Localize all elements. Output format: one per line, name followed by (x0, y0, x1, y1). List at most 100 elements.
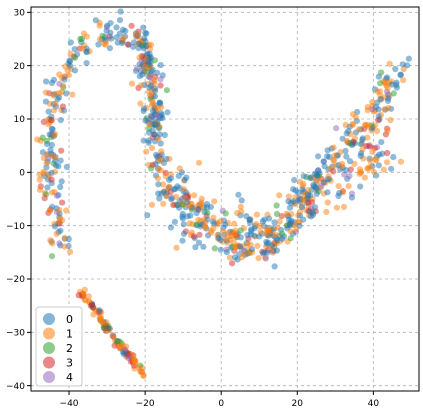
x-tick-label: 40 (368, 399, 380, 409)
data-point-class-1 (330, 157, 337, 164)
data-point-class-2 (114, 338, 121, 345)
data-point-class-0 (315, 153, 322, 160)
data-point-class-0 (83, 60, 90, 67)
data-point-class-1 (195, 216, 202, 223)
data-point-class-1 (133, 30, 140, 37)
data-point-class-4 (181, 194, 188, 201)
data-point-class-1 (340, 203, 348, 210)
data-point-class-1 (339, 160, 346, 167)
data-point-class-0 (144, 212, 151, 219)
data-point-class-0 (268, 242, 276, 249)
data-point-class-1 (337, 149, 344, 156)
data-point-class-0 (271, 219, 278, 226)
data-point-class-1 (384, 127, 391, 135)
data-point-class-1 (335, 183, 342, 190)
data-point-class-1 (400, 77, 407, 84)
data-point-class-0 (324, 153, 331, 160)
data-point-class-4 (157, 76, 164, 83)
data-point-class-0 (305, 192, 312, 199)
data-point-class-1 (195, 159, 203, 166)
data-point-class-0 (152, 121, 159, 128)
data-point-class-1 (148, 102, 156, 109)
data-point-class-4 (53, 192, 61, 199)
data-point-class-1 (219, 228, 227, 235)
data-point-class-0 (44, 184, 51, 191)
data-point-class-1 (62, 63, 69, 70)
data-point-class-2 (163, 87, 170, 94)
data-point-class-1 (55, 218, 63, 225)
data-point-class-0 (321, 163, 328, 170)
data-point-class-0 (117, 8, 124, 15)
data-point-class-1 (53, 230, 60, 237)
data-point-class-0 (237, 243, 244, 250)
data-point-class-0 (211, 220, 218, 227)
data-point-class-0 (156, 99, 163, 106)
data-point-class-3 (128, 22, 135, 29)
data-point-class-0 (67, 39, 74, 46)
data-point-class-1 (128, 80, 136, 87)
data-point-class-1 (61, 243, 68, 250)
y-tick-label: 20 (14, 62, 26, 72)
data-point-class-0 (243, 213, 250, 220)
data-point-class-3 (305, 199, 312, 206)
data-point-class-0 (156, 195, 163, 202)
data-point-class-2 (377, 80, 384, 87)
data-points (34, 8, 412, 379)
data-point-class-0 (286, 204, 294, 211)
data-point-class-1 (90, 311, 97, 318)
data-point-class-1 (384, 85, 391, 92)
data-point-class-0 (48, 79, 56, 87)
data-point-class-2 (273, 202, 280, 209)
data-point-class-0 (155, 181, 162, 188)
data-point-class-1 (40, 168, 47, 175)
data-point-class-0 (296, 222, 303, 229)
data-point-class-1 (180, 186, 187, 193)
data-point-class-1 (330, 144, 337, 151)
data-point-class-4 (333, 125, 340, 132)
data-point-class-0 (222, 221, 229, 228)
data-point-class-0 (357, 152, 364, 159)
legend-label-2: 2 (66, 342, 73, 355)
data-point-class-0 (388, 165, 395, 172)
data-point-class-1 (331, 152, 338, 159)
data-point-class-1 (361, 174, 368, 181)
data-point-class-0 (153, 151, 160, 158)
data-point-class-1 (241, 250, 248, 258)
data-point-class-1 (160, 200, 167, 207)
data-point-class-0 (307, 175, 314, 182)
data-point-class-3 (375, 117, 382, 124)
data-point-class-0 (113, 24, 120, 31)
data-point-class-0 (223, 249, 230, 256)
data-point-class-0 (377, 96, 384, 103)
data-point-class-1 (283, 210, 290, 217)
data-point-class-1 (386, 60, 393, 67)
data-point-class-0 (92, 17, 99, 24)
data-point-class-0 (164, 109, 171, 116)
x-tick-label: −40 (60, 399, 79, 409)
data-point-class-0 (187, 212, 194, 219)
data-point-class-1 (83, 33, 90, 40)
data-point-class-1 (231, 220, 238, 227)
data-point-class-2 (279, 230, 286, 237)
data-point-class-0 (71, 67, 79, 74)
data-point-class-3 (229, 260, 236, 267)
data-point-class-1 (162, 172, 169, 180)
data-point-class-0 (155, 190, 162, 197)
y-tick-label: 0 (19, 169, 25, 179)
data-point-class-1 (42, 89, 50, 96)
data-point-class-4 (154, 112, 161, 119)
data-point-class-1 (374, 88, 381, 95)
data-point-class-0 (248, 226, 255, 233)
data-point-class-1 (56, 206, 63, 214)
data-point-class-1 (232, 244, 239, 251)
data-point-class-0 (285, 198, 292, 205)
data-point-class-0 (161, 131, 168, 139)
data-point-class-1 (323, 208, 330, 215)
legend: 0 12 34 (35, 306, 83, 387)
data-point-class-1 (324, 199, 331, 206)
legend-label-3: 3 (66, 357, 73, 370)
data-point-class-1 (140, 372, 147, 379)
data-point-class-4 (262, 255, 269, 262)
data-point-class-0 (404, 62, 411, 69)
data-point-class-0 (180, 221, 187, 228)
